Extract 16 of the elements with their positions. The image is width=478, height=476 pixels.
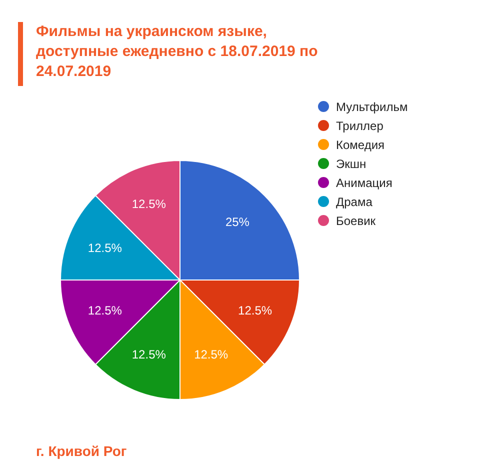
data-label: 12.5%	[132, 197, 166, 212]
data-label: 12.5%	[194, 347, 228, 362]
data-label: 12.5%	[88, 303, 122, 318]
data-label: 12.5%	[238, 303, 272, 318]
chart-title: Фильмы на украинском языке, доступные ежедневно с 18.07.2019 по 24.07.2019	[36, 22, 319, 82]
data-label: 12.5%	[88, 241, 122, 256]
legend-label: Экшн	[336, 156, 366, 170]
legend-label: Анимация	[336, 176, 392, 190]
legend-label: Мультфильм	[336, 100, 408, 114]
legend-label: Боевик	[336, 214, 376, 228]
legend-label: Драма	[336, 194, 372, 208]
legend-label: Триллер	[336, 118, 384, 132]
data-label: 25%	[225, 214, 250, 229]
text: г. Кривой Рог	[36, 443, 127, 459]
legend-label: Комедия	[336, 138, 385, 152]
data-label: 12.5%	[132, 347, 166, 362]
